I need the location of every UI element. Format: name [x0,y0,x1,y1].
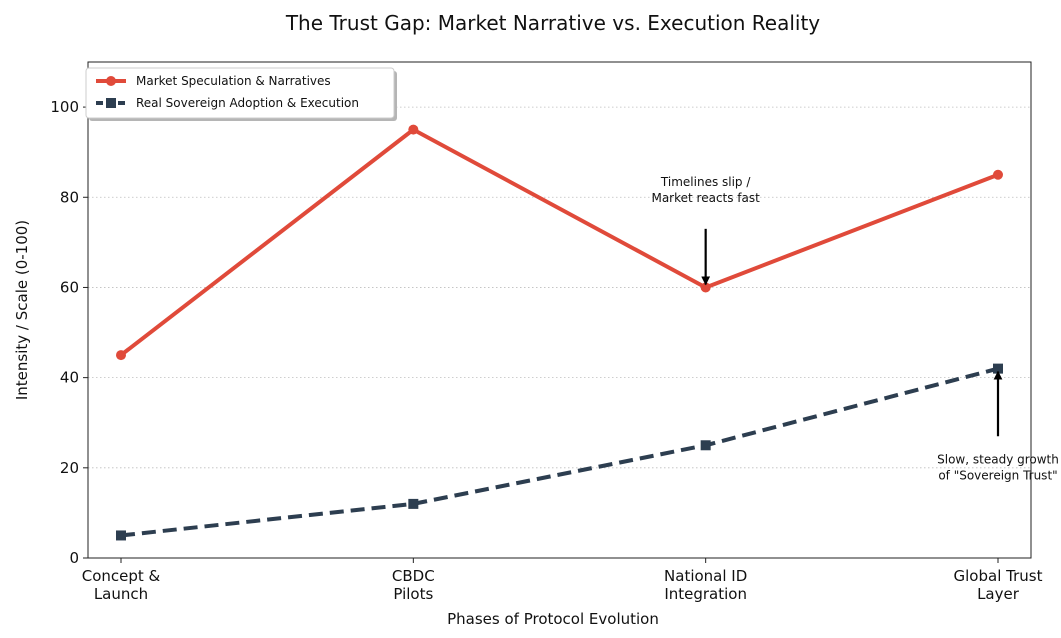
y-tick-label: 100 [50,98,79,116]
y-axis-label: Intensity / Scale (0-100) [13,220,31,400]
chart-title: The Trust Gap: Market Narrative vs. Exec… [285,11,820,35]
legend: Market Speculation & Narratives Real Sove… [85,67,397,121]
x-axis-label: Phases of Protocol Evolution [447,610,659,628]
annotations: Timelines slip / Market reacts fast Slow, … [651,175,1058,483]
y-axis-ticks: 0 20 40 60 80 100 [50,98,88,567]
series-layer [116,124,1003,541]
x-tick-label: Global Trust [954,567,1043,585]
x-tick-label: CBDC [392,567,435,585]
series-line-1 [119,127,1000,358]
legend-label-2: Real Sovereign Adoption & Execution [136,96,359,110]
gridlines [88,106,1031,469]
annotation-text: Timelines slip / [660,175,751,189]
data-point [700,440,711,451]
legend-marker [106,76,116,86]
y-tick-label: 60 [60,278,79,296]
y-tick-label: 80 [60,188,79,206]
annotation-text: Market reacts fast [651,191,760,205]
data-point [993,363,1003,374]
data-point [116,350,126,361]
y-tick-label: 40 [60,369,79,387]
plot-frame [87,61,1032,559]
data-point [993,169,1003,180]
data-point [116,530,126,541]
legend-label-1: Market Speculation & Narratives [136,74,331,88]
legend-box [85,67,395,119]
x-tick-label: National ID [664,567,747,585]
x-tick-label: Pilots [393,585,433,603]
annotation-text: of "Sovereign Trust" [938,468,1057,482]
data-point [408,498,419,509]
data-point [408,124,419,135]
series-line-2 [120,366,999,538]
legend-marker [106,98,116,108]
x-tick-label: Layer [977,585,1020,603]
annotation-text: Slow, steady growth [937,452,1059,466]
y-tick-label: 20 [60,459,79,477]
x-tick-label: Concept & [82,567,161,585]
y-tick-label: 0 [69,549,79,567]
x-tick-label: Integration [664,585,747,603]
x-tick-label: Launch [94,585,148,603]
